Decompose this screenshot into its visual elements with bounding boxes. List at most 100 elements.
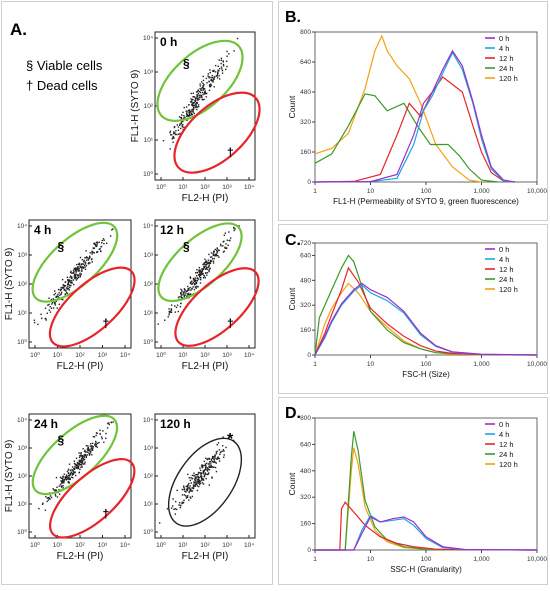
cell-dot bbox=[184, 294, 187, 296]
cell-dot bbox=[225, 68, 227, 71]
cell-dot bbox=[229, 239, 231, 241]
cell-dot bbox=[194, 106, 197, 109]
cell-dot bbox=[183, 117, 185, 119]
cell-dot bbox=[83, 459, 85, 461]
y-tick-label: 10² bbox=[18, 473, 28, 480]
cell-dot bbox=[85, 455, 87, 458]
cell-dot bbox=[194, 484, 197, 486]
cell-dot bbox=[68, 477, 70, 479]
y-tick-label: 10⁰ bbox=[17, 338, 27, 346]
cell-dot bbox=[91, 454, 93, 456]
cell-dot bbox=[170, 134, 172, 136]
cell-dot bbox=[186, 490, 188, 492]
cell-dot bbox=[218, 249, 220, 252]
cell-dot bbox=[54, 302, 56, 304]
cell-dot bbox=[219, 451, 222, 453]
cell-dot bbox=[191, 103, 194, 105]
cell-dot bbox=[181, 502, 183, 505]
cell-dot bbox=[195, 474, 197, 476]
cell-dot bbox=[210, 463, 212, 465]
cell-dot bbox=[201, 479, 203, 482]
y-tick-label: 640 bbox=[300, 252, 311, 259]
cell-dot bbox=[91, 250, 93, 252]
cell-dot bbox=[212, 78, 215, 80]
cell-dot bbox=[170, 310, 172, 312]
cell-dot bbox=[206, 268, 209, 271]
cell-dot bbox=[92, 435, 95, 438]
cell-dot bbox=[73, 468, 76, 471]
y-tick-label: 320 bbox=[300, 302, 311, 309]
cell-dot bbox=[48, 303, 50, 306]
cell-dot bbox=[202, 483, 205, 485]
series-line-4h bbox=[314, 51, 515, 183]
cell-dot bbox=[178, 504, 180, 506]
cell-dot bbox=[94, 243, 96, 246]
cell-dot bbox=[90, 451, 92, 453]
cell-dot bbox=[226, 50, 228, 53]
y-tick-label: 10¹ bbox=[144, 310, 154, 317]
cell-dot bbox=[204, 474, 206, 476]
cell-dot bbox=[196, 95, 198, 98]
cell-dot bbox=[68, 280, 70, 282]
cell-dot bbox=[192, 484, 195, 486]
cell-dot bbox=[208, 457, 210, 460]
y-tick-label: 10⁴ bbox=[17, 223, 27, 230]
cell-dot bbox=[185, 489, 188, 491]
cell-dot bbox=[181, 297, 184, 299]
cell-dot bbox=[69, 473, 72, 475]
cell-dot bbox=[87, 257, 89, 259]
cell-dot bbox=[68, 286, 71, 289]
cell-dot bbox=[225, 60, 228, 62]
y-tick-label: 160 bbox=[300, 327, 311, 334]
x-tick-label: 10,000 bbox=[527, 188, 547, 195]
cell-dot bbox=[193, 482, 195, 484]
cell-dot bbox=[187, 473, 189, 476]
dead-mark: † bbox=[227, 317, 234, 331]
cell-dot bbox=[222, 448, 225, 451]
cell-dot bbox=[193, 102, 196, 104]
cell-dot bbox=[72, 272, 75, 274]
cell-dot bbox=[189, 294, 192, 296]
cell-dot bbox=[201, 464, 203, 466]
cell-dot bbox=[56, 307, 58, 309]
cell-dot bbox=[169, 132, 171, 134]
x-tick-label: 1 bbox=[313, 188, 317, 195]
cell-dot bbox=[188, 491, 190, 494]
cell-dot bbox=[183, 486, 185, 489]
cell-dot bbox=[202, 85, 205, 87]
cell-dot bbox=[103, 242, 105, 245]
cell-dot bbox=[203, 88, 205, 90]
cell-dot bbox=[190, 490, 193, 492]
cell-dot bbox=[95, 442, 97, 444]
cell-dot bbox=[188, 294, 190, 296]
cell-dot bbox=[67, 480, 70, 483]
cell-dot bbox=[85, 250, 87, 252]
cell-dot bbox=[222, 65, 225, 67]
cell-dot bbox=[58, 303, 61, 305]
cell-dot bbox=[91, 448, 94, 450]
cell-dot bbox=[73, 467, 75, 470]
histogram-fsc: C. 1 10 100 1,000 10,000 0 160 320 480 640 720 FSC-H… bbox=[285, 232, 547, 379]
cell-dot bbox=[83, 263, 85, 265]
cell-dot bbox=[81, 466, 84, 468]
legend-entry: 12 h bbox=[499, 265, 514, 274]
cell-dot bbox=[200, 473, 202, 475]
cell-dot bbox=[198, 274, 200, 276]
x-tick-label: 10⁴ bbox=[244, 542, 254, 549]
cell-dot bbox=[186, 495, 188, 498]
cell-dot bbox=[105, 242, 108, 245]
cell-dot bbox=[106, 427, 109, 429]
cell-dot bbox=[67, 278, 69, 281]
plot-frame bbox=[28, 219, 132, 349]
cell-dot bbox=[206, 82, 208, 84]
cell-dot bbox=[101, 437, 103, 440]
cell-dot bbox=[56, 295, 59, 297]
cell-dot bbox=[51, 301, 54, 304]
cell-dot bbox=[55, 296, 58, 298]
cell-dot bbox=[181, 501, 183, 503]
cell-dot bbox=[204, 467, 207, 470]
cell-dot bbox=[219, 453, 221, 456]
